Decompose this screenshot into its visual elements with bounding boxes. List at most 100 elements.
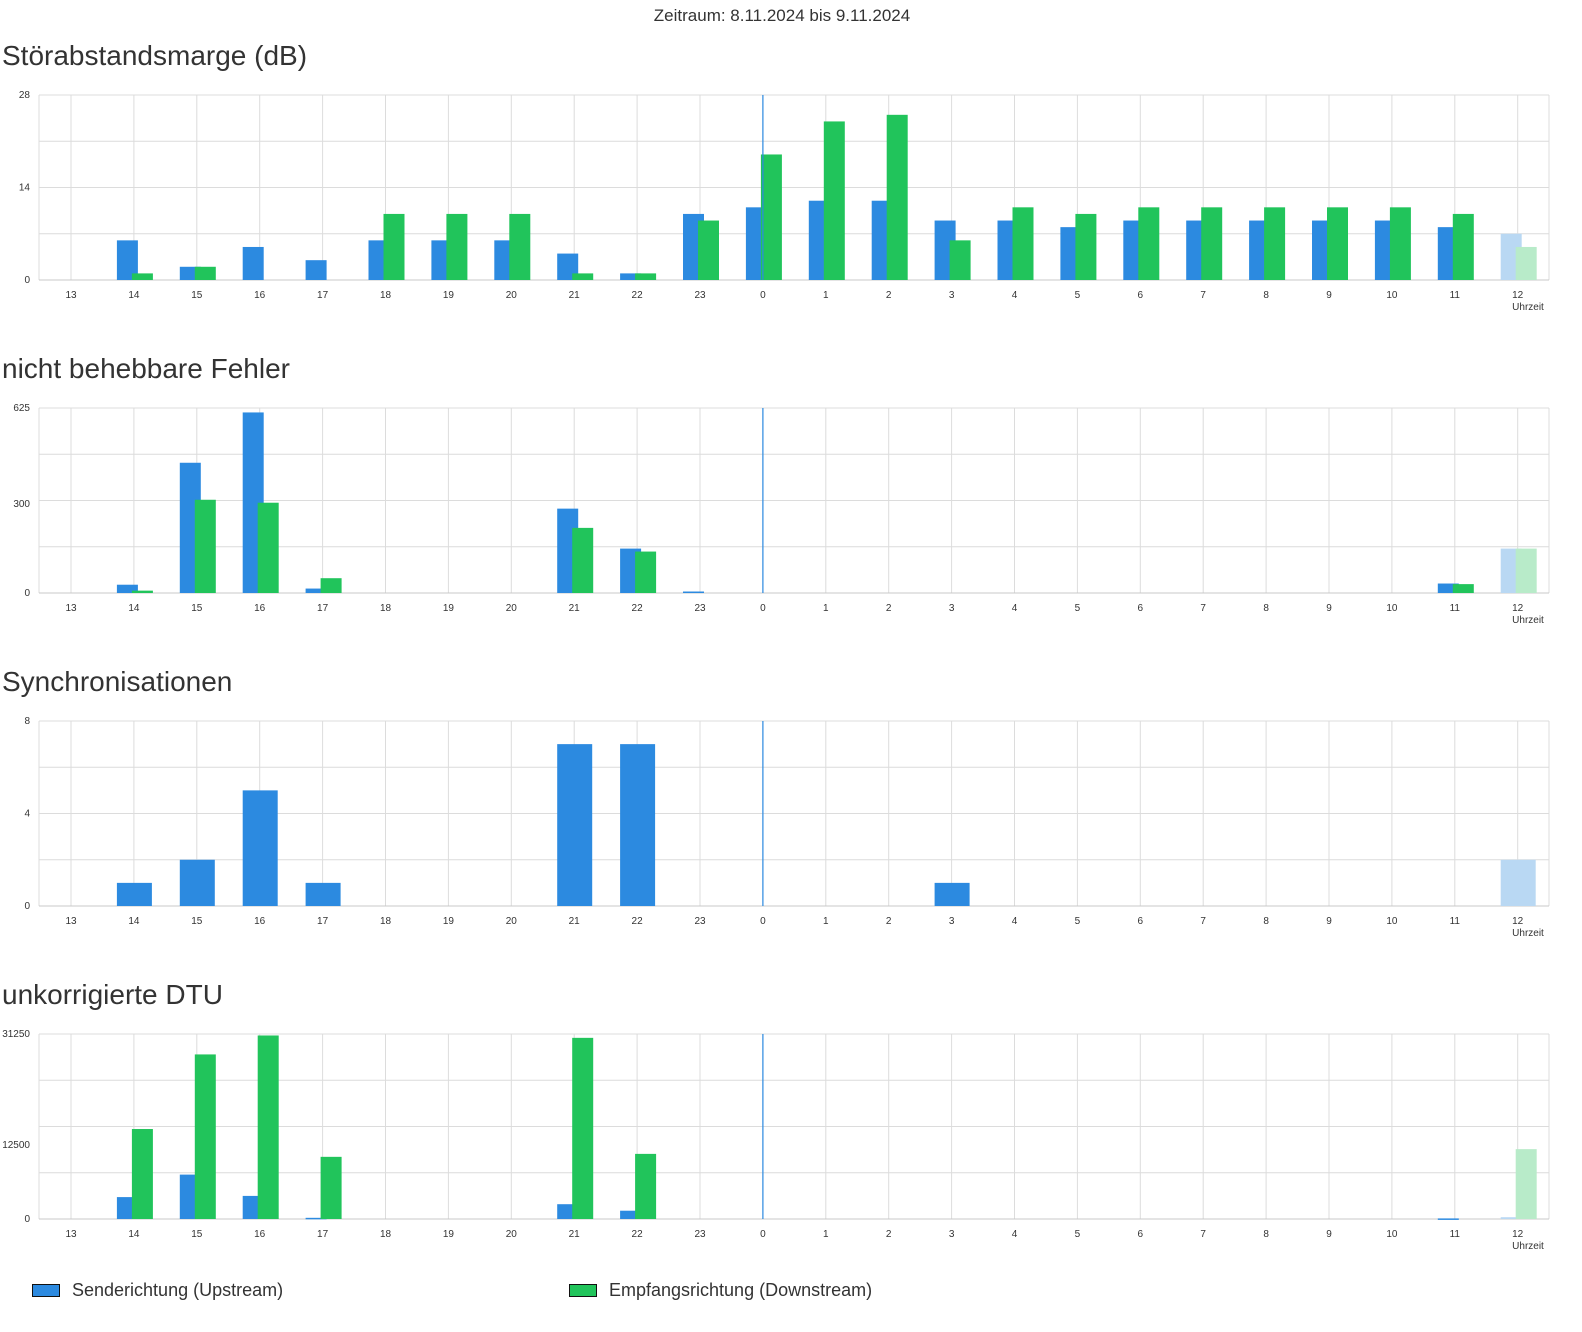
bar-downstream (886, 114, 908, 280)
x-tick-label: 18 (380, 290, 392, 301)
bar-upstream (116, 584, 138, 593)
x-tick-label: 0 (760, 916, 766, 927)
x-tick-label: 1 (823, 290, 829, 301)
bar-downstream (760, 154, 782, 280)
bar-downstream (320, 578, 342, 593)
legend: Senderichtung (Upstream) Empfangsrichtun… (32, 1280, 1032, 1308)
x-tick-label: 14 (128, 1229, 140, 1240)
y-tick-label: 0 (24, 275, 30, 286)
bar-downstream (131, 1129, 153, 1219)
bar-upstream (620, 1210, 642, 1219)
bar (305, 882, 341, 906)
bar-downstream (949, 240, 971, 280)
x-tick-label: 12 (1512, 603, 1524, 614)
bar-downstream (383, 213, 405, 280)
x-tick-label: 17 (317, 916, 329, 927)
bar-downstream (1012, 207, 1034, 280)
bar-downstream (1075, 213, 1097, 280)
chart-title: Störabstandsmarge (dB) (2, 40, 308, 71)
bar-downstream (823, 121, 845, 280)
chart-title: unkorrigierte DTU (2, 979, 223, 1010)
x-tick-label: 9 (1326, 916, 1332, 927)
bar-upstream (1437, 1218, 1459, 1220)
x-tick-label: 22 (632, 1229, 644, 1240)
chart-title: nicht behebbare Fehler (2, 353, 290, 384)
x-tick-label: 11 (1450, 916, 1461, 927)
legend-item-upstream: Senderichtung (Upstream) (32, 1280, 283, 1301)
x-tick-label: 4 (1012, 603, 1018, 614)
x-tick-label: 6 (1138, 603, 1144, 614)
x-tick-label: 15 (191, 916, 203, 927)
x-tick-label: 17 (317, 1229, 329, 1240)
legend-label-upstream: Senderichtung (Upstream) (72, 1280, 284, 1300)
x-tick-label: 11 (1450, 1229, 1461, 1240)
bar (934, 882, 970, 906)
x-tick-label: 9 (1326, 603, 1332, 614)
bar-downstream (635, 1153, 657, 1219)
y-tick-label: 0 (24, 901, 30, 912)
bar-upstream (242, 246, 264, 280)
x-tick-label: 12 (1512, 1229, 1524, 1240)
bar-downstream (320, 1156, 342, 1219)
x-tick-label: 13 (65, 1229, 77, 1240)
y-tick-label: 14 (19, 183, 31, 194)
x-tick-label: 18 (380, 916, 392, 927)
chart-snr-margin: Störabstandsmarge (dB) 0 14 28 13 14 15 16 17 18… (0, 40, 1582, 320)
x-tick-label: 18 (380, 603, 392, 614)
x-tick-label: 19 (443, 1229, 455, 1240)
x-tick-label: 2 (886, 603, 892, 614)
x-tick-label: 3 (949, 603, 955, 614)
legend-label-downstream: Empfangsrichtung (Downstream) (609, 1280, 873, 1300)
chart-uncorrected-dtu: unkorrigierte DTU 0 12500 31250 13 14 15 16 17 1… (0, 979, 1582, 1259)
x-tick-label: 10 (1386, 916, 1398, 927)
x-tick-label: 4 (1012, 1229, 1018, 1240)
x-tick-label: 8 (1263, 603, 1269, 614)
x-tick-label: 1 (823, 916, 829, 927)
x-tick-label: 3 (949, 1229, 955, 1240)
bar-downstream (572, 273, 594, 280)
chart-synchronizations: Synchronisationen 0 4 8 13 14 15 16 17 18 19 20 21 2… (0, 666, 1582, 946)
bar-downstream (572, 527, 594, 593)
x-tick-label: 17 (317, 290, 329, 301)
bar-downstream (131, 590, 153, 593)
chart-uncorrectable-errors: nicht behebbare Fehler 0 300 625 13 14 15 16 17… (0, 353, 1582, 633)
x-tick-label: 10 (1386, 290, 1398, 301)
x-tick-label: 9 (1326, 1229, 1332, 1240)
bar-downstream (635, 273, 657, 280)
bar-downstream (1452, 584, 1474, 593)
bar-downstream (446, 213, 468, 280)
x-tick-label: 5 (1075, 916, 1081, 927)
x-tick-label: 2 (886, 290, 892, 301)
x-tick-label: 20 (506, 1229, 518, 1240)
x-tick-label: 14 (128, 290, 140, 301)
x-tick-label: 23 (694, 290, 706, 301)
x-tick-label: 7 (1200, 1229, 1206, 1240)
x-tick-label: 0 (760, 1229, 766, 1240)
x-tick-label: 4 (1012, 290, 1018, 301)
x-tick-label: 6 (1138, 916, 1144, 927)
bar-downstream (194, 266, 216, 280)
x-tick-label: 5 (1075, 603, 1081, 614)
x-tick-label: 1 (823, 1229, 829, 1240)
bar (557, 744, 593, 906)
x-tick-label: 5 (1075, 290, 1081, 301)
x-tick-label: 12 (1512, 916, 1524, 927)
bar-upstream (620, 273, 642, 280)
x-tick-label: 21 (569, 916, 581, 927)
y-tick-label: 0 (24, 1214, 30, 1225)
x-tick-label: 14 (128, 916, 140, 927)
x-tick-label: 6 (1138, 290, 1144, 301)
x-tick-label: 10 (1386, 603, 1398, 614)
x-tick-label: 19 (443, 916, 455, 927)
x-tick-label: 22 (632, 290, 644, 301)
bar-downstream (1389, 207, 1411, 280)
x-tick-label: 4 (1012, 916, 1018, 927)
period-label: Zeitraum: 8.11.2024 bis 9.11.2024 (653, 6, 911, 25)
bar-downstream (257, 502, 279, 593)
x-tick-label: 12 (1512, 290, 1524, 301)
x-tick-label: 18 (380, 1229, 392, 1240)
x-tick-label: 8 (1263, 916, 1269, 927)
